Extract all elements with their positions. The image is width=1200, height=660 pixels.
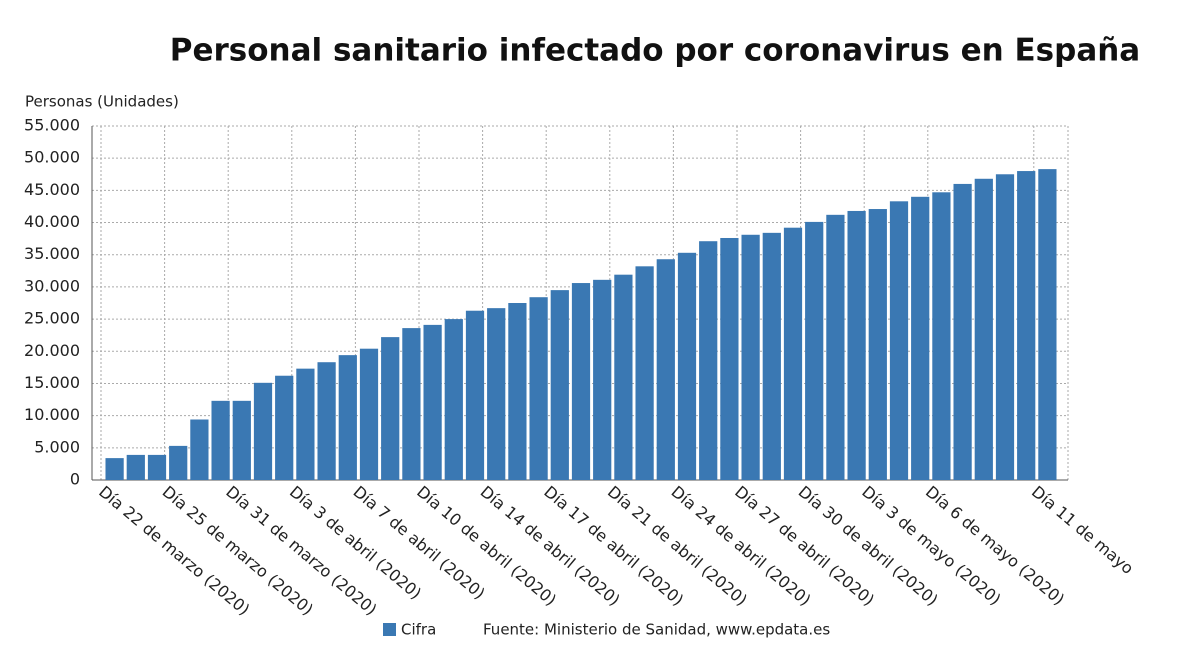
y-tick-label: 30.000 [24, 276, 80, 295]
y-tick-label: 25.000 [24, 309, 80, 328]
bar [253, 382, 273, 480]
y-axis-label: Personas (Unidades) [25, 93, 179, 111]
y-tick-label: 20.000 [24, 341, 80, 360]
legend-label: Cifra [401, 621, 436, 639]
bar [402, 328, 421, 480]
bar [783, 227, 803, 480]
y-tick-label: 5.000 [34, 437, 80, 456]
bar [762, 232, 781, 480]
bar [444, 319, 463, 480]
bar [635, 266, 654, 480]
bar [147, 454, 167, 480]
bar [974, 178, 993, 480]
bar [911, 196, 930, 481]
bar [550, 290, 569, 480]
legend-swatch [383, 623, 396, 636]
source: Fuente: Ministerio de Sanidad, www.epdat… [483, 621, 830, 639]
bar [487, 308, 506, 480]
bar [720, 237, 739, 480]
y-tick-label: 35.000 [24, 244, 80, 263]
chart-title: Personal sanitario infectado por coronav… [170, 33, 1140, 69]
x-tick-label: Día 11 de mayo [1028, 482, 1137, 578]
bar [465, 310, 485, 480]
bar [677, 252, 697, 480]
bar [1038, 169, 1057, 480]
y-tick-label: 50.000 [24, 148, 80, 167]
y-tick-label: 15.000 [24, 373, 80, 392]
bar [614, 274, 633, 480]
bar [169, 445, 188, 480]
y-tick-label: 55.000 [24, 116, 80, 135]
bar [211, 400, 230, 480]
bar [423, 324, 442, 480]
bar [593, 279, 612, 480]
bar [126, 454, 145, 480]
bar [932, 192, 951, 480]
y-tick-label: 10.000 [24, 405, 80, 424]
bar [953, 183, 972, 480]
bar [741, 234, 760, 480]
bar [338, 355, 357, 480]
bar [529, 297, 548, 480]
bar [105, 458, 124, 480]
y-tick-label: 40.000 [24, 212, 80, 231]
bar [889, 201, 909, 480]
bar [868, 209, 887, 480]
bar [571, 283, 591, 480]
bar [190, 419, 209, 480]
bar [508, 303, 527, 480]
bar [1017, 171, 1036, 480]
bar [296, 368, 315, 480]
bar [805, 221, 824, 480]
bar [275, 375, 294, 480]
bar [847, 210, 866, 480]
bar [359, 348, 379, 480]
bar [826, 214, 845, 480]
bar [381, 337, 400, 480]
bar [656, 259, 675, 480]
bar [995, 174, 1015, 481]
bar [317, 362, 336, 480]
bar [232, 400, 251, 480]
bar [699, 241, 718, 480]
y-tick-label: 0 [70, 470, 80, 489]
y-tick-label: 45.000 [24, 180, 80, 199]
